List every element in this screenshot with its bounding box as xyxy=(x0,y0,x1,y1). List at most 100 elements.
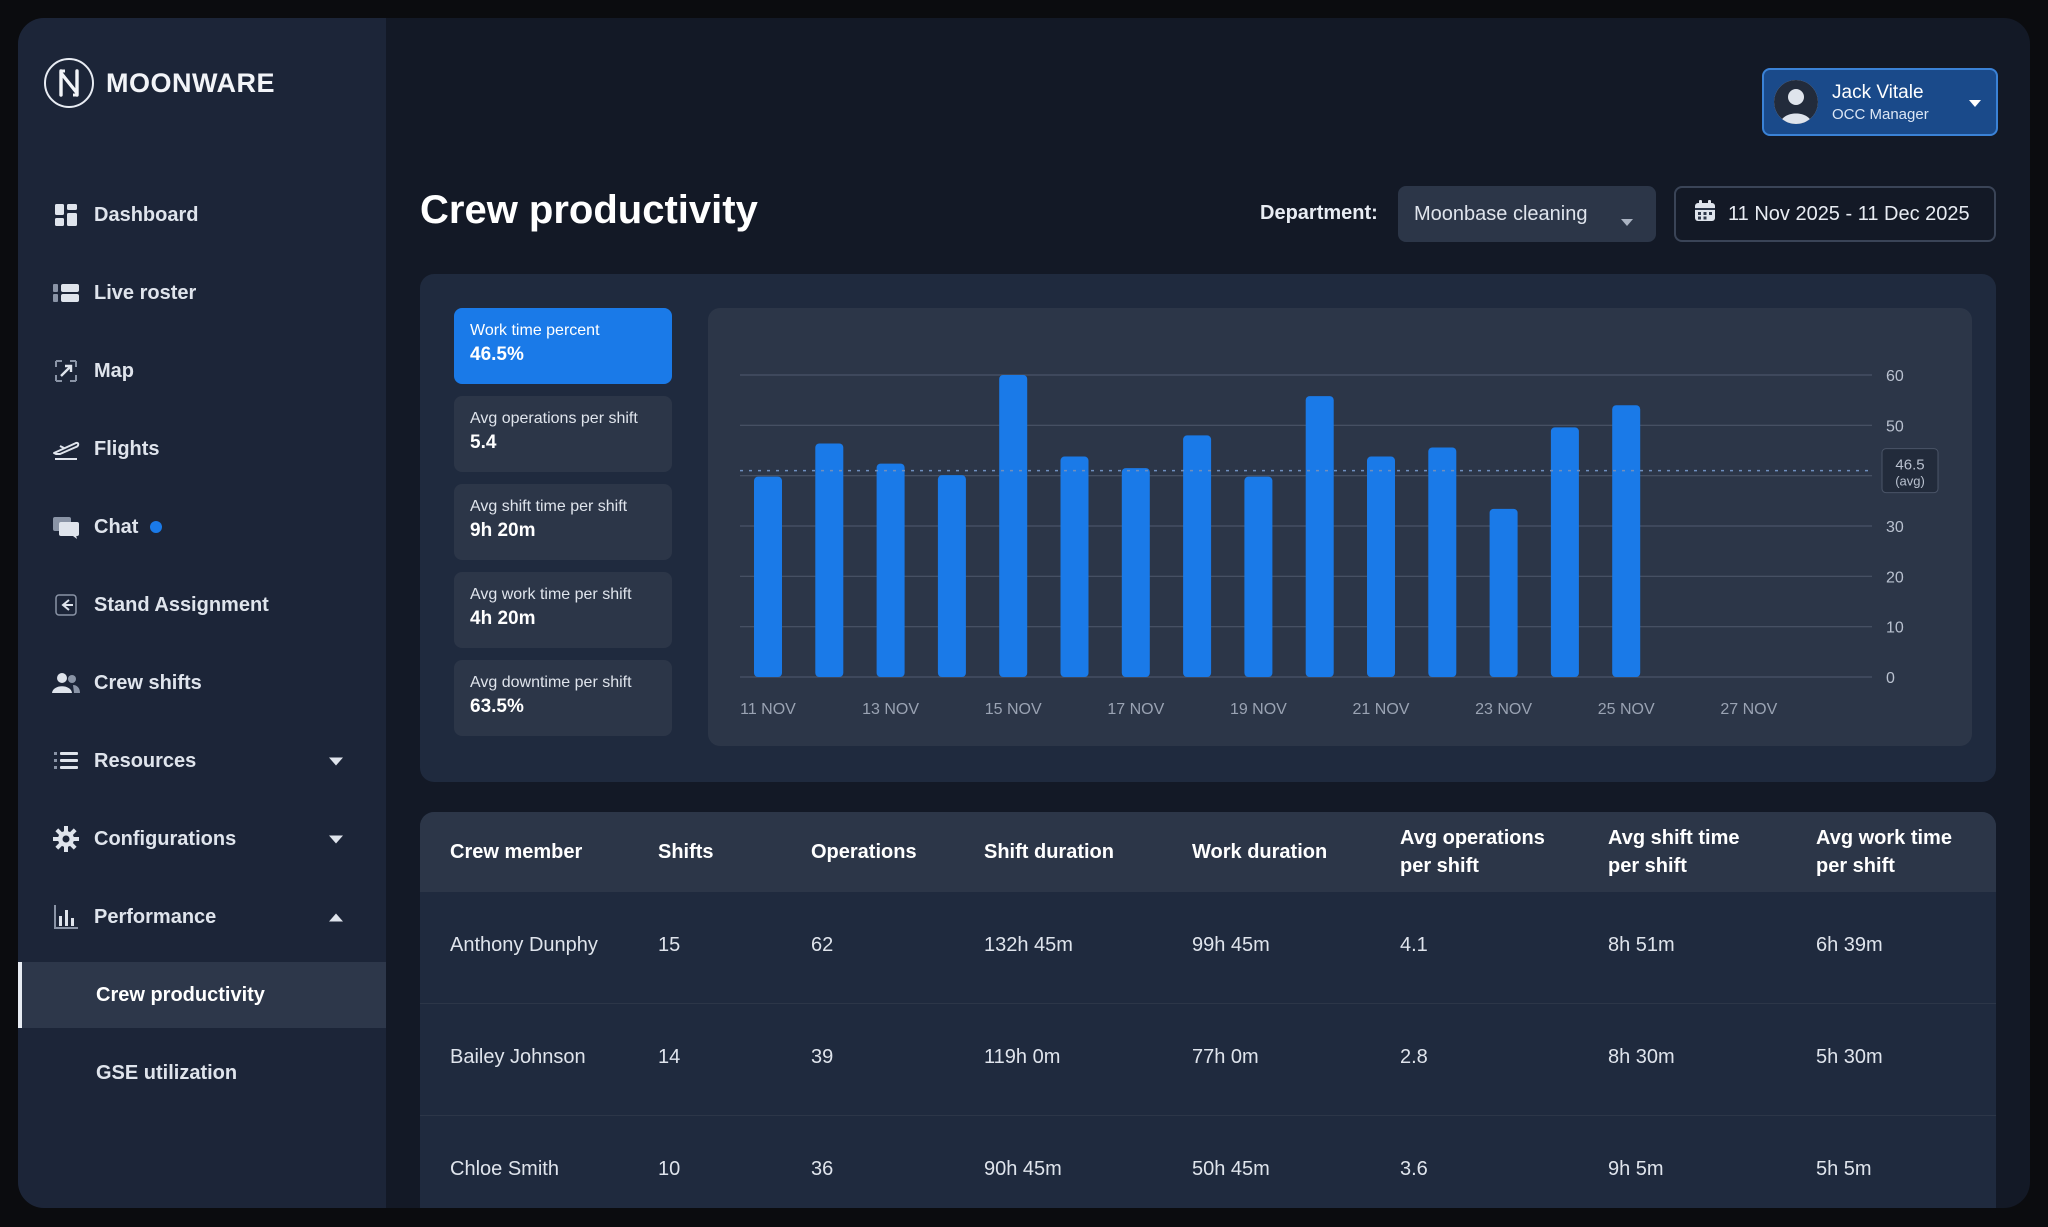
table-cell: Chloe Smith xyxy=(450,1158,559,1180)
stat-label: Work time percent xyxy=(470,322,600,339)
table-cell: 3.6 xyxy=(1400,1158,1428,1180)
column-header[interactable]: Work duration xyxy=(1192,841,1328,863)
sidebar-item-label: Resources xyxy=(94,749,197,772)
bar xyxy=(1612,405,1641,677)
y-tick-label: 20 xyxy=(1886,569,1904,586)
table-cell: 14 xyxy=(658,1046,681,1068)
y-tick-label: 60 xyxy=(1886,368,1904,385)
table-cell: 62 xyxy=(811,934,834,956)
sidebar-item-resources[interactable]: Resources xyxy=(18,722,386,800)
stat-label: Avg operations per shift xyxy=(470,410,638,427)
calendar-icon xyxy=(1694,200,1716,228)
bar xyxy=(1550,427,1579,677)
x-tick-label: 13 NOV xyxy=(862,701,919,718)
bar xyxy=(1367,456,1395,677)
column-header[interactable]: Avg shift time per shift xyxy=(1608,827,1740,877)
sidebar: MOONWARE Dashboard Live roster Map Flights C… xyxy=(18,18,386,1208)
x-tick-label: 27 NOV xyxy=(1720,701,1777,718)
gear-icon xyxy=(52,825,80,853)
unread-badge xyxy=(150,521,163,533)
chevron-down-icon xyxy=(328,750,344,773)
table-cell: 36 xyxy=(811,1158,834,1180)
user-role: OCC Manager xyxy=(1832,105,1929,123)
y-tick-label: 10 xyxy=(1886,620,1904,637)
stat-card[interactable]: Avg work time per shift 4h 20m xyxy=(454,572,672,648)
sidebar-item-performance[interactable]: Performance xyxy=(18,878,386,956)
brand-logo[interactable]: MOONWARE xyxy=(44,58,275,108)
sidebar-item-label: Flights xyxy=(94,437,160,460)
table-cell: 5h 5m xyxy=(1816,1158,1872,1180)
column-header[interactable]: Avg operations per shift xyxy=(1400,827,1545,877)
bar-chart-svg: 0 10 20 30 50 60 46.5(avg) 11 NOV 13 NOV 15 NOV 17… xyxy=(740,368,1939,718)
stat-card[interactable]: Avg operations per shift 5.4 xyxy=(454,396,672,472)
stat-card[interactable]: Avg downtime per shift 63.5% xyxy=(454,660,672,736)
table-cell: 15 xyxy=(658,934,681,956)
sidebar-item-crew-shifts[interactable]: Crew shifts xyxy=(18,644,386,722)
sidebar-subitem-crew-productivity[interactable]: Crew productivity xyxy=(18,962,386,1028)
date-range-picker[interactable]: 11 Nov 2025 - 11 Dec 2025 xyxy=(1674,186,1996,242)
bar xyxy=(876,463,905,677)
table-cell: 2.8 xyxy=(1400,1046,1428,1068)
sidebar-item-stand-assignment[interactable]: Stand Assignment xyxy=(18,566,386,644)
column-header[interactable]: Operations xyxy=(811,841,917,863)
bar xyxy=(1121,468,1150,677)
sidebar-item-map[interactable]: Map xyxy=(18,332,386,410)
table-row[interactable]: Anthony Dunphy 15 62 132h 45m 99h 45m 4.1 8h 5… xyxy=(420,892,1996,1004)
chevron-down-icon xyxy=(1620,210,1634,233)
x-tick-label: 15 NOV xyxy=(985,701,1042,718)
crew-table: Crew member Shifts Operations Shift duratio… xyxy=(420,812,1996,1208)
stat-card[interactable]: Work time percent 46.5% xyxy=(454,308,672,384)
table-cell: 9h 5m xyxy=(1608,1158,1664,1180)
sidebar-item-configurations[interactable]: Configurations xyxy=(18,800,386,878)
department-select[interactable]: Moonbase cleaning xyxy=(1398,186,1656,242)
average-suffix-label: (avg) xyxy=(1895,474,1925,489)
stat-value: 4h 20m xyxy=(470,608,536,629)
x-tick-label: 11 NOV xyxy=(740,701,796,718)
page-title: Crew productivity xyxy=(420,188,758,232)
sidebar-item-chat[interactable]: Chat xyxy=(18,488,386,566)
bar xyxy=(1244,476,1273,677)
stat-value: 63.5% xyxy=(470,696,524,717)
chevron-down-icon xyxy=(1968,96,1982,114)
x-tick-label: 19 NOV xyxy=(1230,701,1287,718)
stat-value: 5.4 xyxy=(470,432,497,453)
department-value: Moonbase cleaning xyxy=(1414,202,1588,225)
column-header[interactable]: Shifts xyxy=(658,841,714,863)
x-tick-label: 17 NOV xyxy=(1107,701,1164,718)
sidebar-item-flights[interactable]: Flights xyxy=(18,410,386,488)
column-header[interactable]: Shift duration xyxy=(984,841,1114,863)
sidebar-item-dashboard[interactable]: Dashboard xyxy=(18,176,386,254)
table-row[interactable]: Bailey Johnson 14 39 119h 0m 77h 0m 2.8 8h 30m… xyxy=(420,1004,1996,1116)
table-body: Anthony Dunphy 15 62 132h 45m 99h 45m 4.1 8h 5… xyxy=(420,892,1996,1208)
bar xyxy=(1428,447,1457,677)
table-cell: 90h 45m xyxy=(984,1158,1062,1180)
sidebar-item-live-roster[interactable]: Live roster xyxy=(18,254,386,332)
sidebar-item-label: Performance xyxy=(94,905,217,928)
bar xyxy=(1489,508,1518,677)
stand-icon xyxy=(52,591,80,619)
column-header[interactable]: Crew member xyxy=(450,841,583,863)
table-cell: 119h 0m xyxy=(984,1046,1061,1068)
stat-value: 46.5% xyxy=(470,344,524,365)
sidebar-item-label: Live roster xyxy=(94,281,197,304)
table-header: Crew member Shifts Operations Shift duratio… xyxy=(420,812,1996,892)
table-cell: 132h 45m xyxy=(984,934,1073,956)
bar xyxy=(1060,456,1089,677)
column-header[interactable]: Avg work time per shift xyxy=(1816,827,1952,877)
sidebar-item-label: Configurations xyxy=(94,827,237,850)
table-cell: 99h 45m xyxy=(1192,934,1270,956)
bar xyxy=(754,476,782,677)
bar xyxy=(815,443,844,677)
department-label: Department: xyxy=(1260,202,1378,224)
stat-card[interactable]: Avg shift time per shift 9h 20m xyxy=(454,484,672,560)
sidebar-subitem-gse-utilization[interactable]: GSE utilization xyxy=(96,1061,238,1084)
average-value-label: 46.5 xyxy=(1895,457,1924,474)
table-row[interactable]: Chloe Smith 10 36 90h 45m 50h 45m 3.6 9h 5m 5h … xyxy=(420,1116,1996,1208)
sidebar-item-label: Stand Assignment xyxy=(94,593,269,616)
user-name: Jack Vitale xyxy=(1832,81,1924,103)
dashboard-icon xyxy=(52,201,80,229)
user-menu-button[interactable]: Jack Vitale OCC Manager xyxy=(1762,68,1998,136)
table-cell: Bailey Johnson xyxy=(450,1046,586,1068)
bar-chart: 0 10 20 30 50 60 46.5 (avg) 11 NOV 13 NOV 15 NOV 17… xyxy=(708,308,1972,746)
map-icon xyxy=(52,357,80,385)
